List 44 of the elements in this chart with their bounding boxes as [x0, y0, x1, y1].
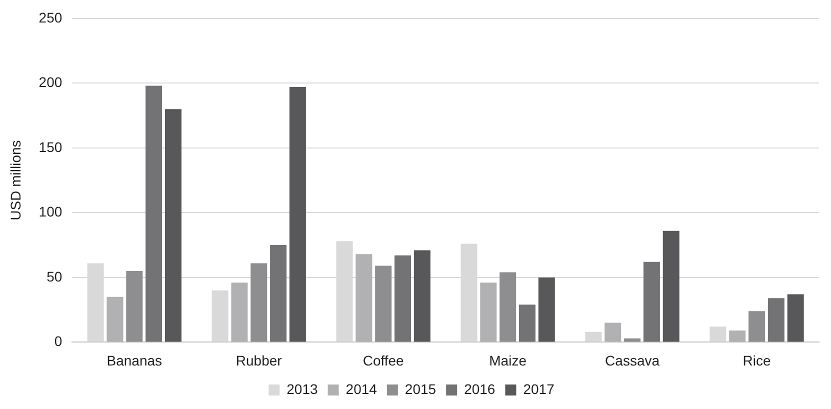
- y-tick-label: 200: [38, 74, 62, 90]
- bar: [231, 282, 248, 342]
- bar: [500, 272, 516, 342]
- legend-label: 2013: [286, 380, 318, 397]
- y-tick-label: 100: [38, 204, 62, 220]
- legend-label: 2015: [404, 380, 436, 397]
- bar: [414, 250, 430, 342]
- bar: [356, 254, 372, 342]
- bar: [604, 322, 622, 342]
- y-tick-label: 150: [38, 138, 62, 155]
- y-tick-label: 0: [54, 333, 62, 350]
- bar: [768, 298, 784, 342]
- legend-label: 2014: [346, 380, 378, 397]
- bar: [106, 296, 124, 342]
- bar: [729, 330, 746, 342]
- x-tick-label: Rubber: [236, 352, 282, 368]
- bar: [538, 277, 555, 342]
- bar: [585, 332, 602, 342]
- y-tick-label: 50: [46, 268, 62, 284]
- x-tick-label: Coffee: [362, 352, 404, 368]
- bar: [748, 311, 766, 342]
- bar: [212, 290, 228, 342]
- bar: [146, 86, 162, 342]
- x-tick-label: Cassava: [605, 352, 660, 368]
- bar: [518, 304, 536, 342]
- bar: [662, 230, 680, 342]
- bar: [480, 282, 497, 342]
- x-tick-label: Maize: [489, 352, 527, 368]
- bar: [787, 294, 804, 342]
- bar: [394, 255, 412, 342]
- bar: [710, 326, 726, 342]
- bar: [126, 270, 143, 342]
- x-tick-label: Bananas: [106, 352, 162, 368]
- bar: [375, 266, 392, 342]
- x-tick-label: Rice: [742, 352, 771, 368]
- y-tick-label: 250: [38, 9, 62, 26]
- legend-label: 2017: [523, 380, 555, 397]
- bar: [643, 262, 660, 342]
- y-axis-title: USD millions: [7, 140, 24, 220]
- bar: [250, 263, 268, 342]
- bar: [289, 87, 306, 342]
- bar: [164, 109, 182, 342]
- legend-label: 2016: [464, 380, 496, 397]
- bar: [270, 245, 287, 342]
